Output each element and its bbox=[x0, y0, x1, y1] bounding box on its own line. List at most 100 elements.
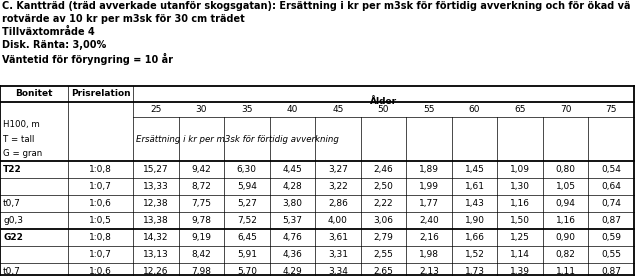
Text: 0,90: 0,90 bbox=[556, 233, 576, 242]
Text: t0,7: t0,7 bbox=[3, 267, 21, 276]
Text: 7,98: 7,98 bbox=[191, 267, 211, 276]
Text: 2,50: 2,50 bbox=[373, 182, 394, 191]
Text: 2,79: 2,79 bbox=[373, 233, 394, 242]
Text: 1:0,7: 1:0,7 bbox=[89, 182, 112, 191]
Text: 8,42: 8,42 bbox=[191, 250, 211, 259]
Text: 2,16: 2,16 bbox=[419, 233, 439, 242]
Text: 35: 35 bbox=[241, 105, 253, 114]
Text: 9,42: 9,42 bbox=[191, 165, 211, 174]
Text: 2,46: 2,46 bbox=[373, 165, 393, 174]
Text: 9,19: 9,19 bbox=[191, 233, 211, 242]
Text: 1,09: 1,09 bbox=[510, 165, 530, 174]
Text: 6,45: 6,45 bbox=[237, 233, 257, 242]
Text: 15,27: 15,27 bbox=[143, 165, 168, 174]
Text: 1,52: 1,52 bbox=[465, 250, 485, 259]
Text: Prisrelation: Prisrelation bbox=[70, 89, 130, 99]
Text: Ålder: Ålder bbox=[370, 97, 397, 106]
Text: 4,36: 4,36 bbox=[283, 250, 302, 259]
Text: 1,05: 1,05 bbox=[556, 182, 576, 191]
Text: 0,80: 0,80 bbox=[556, 165, 576, 174]
Text: 55: 55 bbox=[424, 105, 435, 114]
Text: 30: 30 bbox=[196, 105, 207, 114]
Text: 3,31: 3,31 bbox=[328, 250, 348, 259]
Text: 4,45: 4,45 bbox=[283, 165, 302, 174]
Text: 1,66: 1,66 bbox=[465, 233, 485, 242]
Text: 13,33: 13,33 bbox=[143, 182, 169, 191]
Text: 0,82: 0,82 bbox=[556, 250, 575, 259]
Text: 1,11: 1,11 bbox=[556, 267, 576, 276]
Text: 70: 70 bbox=[560, 105, 572, 114]
Text: 8,72: 8,72 bbox=[191, 182, 211, 191]
Text: 1,89: 1,89 bbox=[419, 165, 439, 174]
Text: Ersättning i kr per m3sk för förtidig avverkning: Ersättning i kr per m3sk för förtidig av… bbox=[136, 134, 339, 144]
Text: G22: G22 bbox=[3, 233, 23, 242]
Text: 1:0,6: 1:0,6 bbox=[89, 267, 112, 276]
Text: 0,87: 0,87 bbox=[601, 216, 621, 225]
Text: C. Kantträd (träd avverkade utanför skogsgatan): Ersättning i kr per m3sk för fö: C. Kantträd (träd avverkade utanför skog… bbox=[2, 1, 631, 11]
Text: 2,65: 2,65 bbox=[373, 267, 394, 276]
Text: 2,86: 2,86 bbox=[328, 199, 348, 208]
Text: 4,29: 4,29 bbox=[283, 267, 302, 276]
Text: 65: 65 bbox=[514, 105, 526, 114]
Text: T = tall: T = tall bbox=[3, 134, 34, 144]
Text: 5,70: 5,70 bbox=[237, 267, 257, 276]
Text: 0,59: 0,59 bbox=[601, 233, 621, 242]
Text: 2,13: 2,13 bbox=[419, 267, 439, 276]
Text: 1:0,8: 1:0,8 bbox=[89, 165, 112, 174]
Text: 3,61: 3,61 bbox=[328, 233, 348, 242]
Text: 1,25: 1,25 bbox=[510, 233, 530, 242]
Text: 12,26: 12,26 bbox=[143, 267, 168, 276]
Text: 1,90: 1,90 bbox=[465, 216, 485, 225]
Text: 6,30: 6,30 bbox=[237, 165, 257, 174]
Text: t0,7: t0,7 bbox=[3, 199, 21, 208]
Text: 1,73: 1,73 bbox=[465, 267, 485, 276]
Text: 2,40: 2,40 bbox=[419, 216, 439, 225]
Text: 1,98: 1,98 bbox=[419, 250, 439, 259]
Text: 4,28: 4,28 bbox=[283, 182, 302, 191]
Text: 2,22: 2,22 bbox=[373, 199, 393, 208]
Text: 5,94: 5,94 bbox=[237, 182, 257, 191]
Text: 3,80: 3,80 bbox=[283, 199, 302, 208]
Text: Väntetid för föryngring = 10 år: Väntetid för föryngring = 10 år bbox=[2, 53, 173, 65]
Text: 0,87: 0,87 bbox=[601, 267, 621, 276]
Text: 4,00: 4,00 bbox=[328, 216, 348, 225]
Text: 4,76: 4,76 bbox=[283, 233, 302, 242]
Text: 1,30: 1,30 bbox=[510, 182, 530, 191]
Text: 1:0,8: 1:0,8 bbox=[89, 233, 112, 242]
Text: 3,22: 3,22 bbox=[328, 182, 348, 191]
Text: 1,50: 1,50 bbox=[510, 216, 530, 225]
Text: 3,27: 3,27 bbox=[328, 165, 348, 174]
Text: 0,64: 0,64 bbox=[601, 182, 621, 191]
Text: 14,32: 14,32 bbox=[143, 233, 168, 242]
Text: 1,39: 1,39 bbox=[510, 267, 530, 276]
Text: Tillväxtområde 4: Tillväxtområde 4 bbox=[2, 27, 95, 37]
Text: 0,54: 0,54 bbox=[601, 165, 621, 174]
Text: 5,37: 5,37 bbox=[283, 216, 302, 225]
Text: 1,43: 1,43 bbox=[465, 199, 485, 208]
Text: 40: 40 bbox=[287, 105, 298, 114]
Text: 0,94: 0,94 bbox=[556, 199, 575, 208]
Text: 0,55: 0,55 bbox=[601, 250, 621, 259]
Text: 1:0,7: 1:0,7 bbox=[89, 250, 112, 259]
Text: 1,45: 1,45 bbox=[465, 165, 485, 174]
Text: 3,06: 3,06 bbox=[373, 216, 394, 225]
Text: 1,61: 1,61 bbox=[465, 182, 485, 191]
Text: 1,99: 1,99 bbox=[419, 182, 439, 191]
Text: 0,74: 0,74 bbox=[601, 199, 621, 208]
Text: g0,3: g0,3 bbox=[3, 216, 23, 225]
Text: rotvärde av 10 kr per m3sk för 30 cm trädet: rotvärde av 10 kr per m3sk för 30 cm trä… bbox=[2, 14, 244, 24]
Text: 13,13: 13,13 bbox=[143, 250, 169, 259]
Text: 25: 25 bbox=[150, 105, 161, 114]
Text: 5,91: 5,91 bbox=[237, 250, 257, 259]
Text: 3,34: 3,34 bbox=[328, 267, 348, 276]
Text: 12,38: 12,38 bbox=[143, 199, 168, 208]
Text: 50: 50 bbox=[378, 105, 389, 114]
Text: T22: T22 bbox=[3, 165, 22, 174]
Text: 7,75: 7,75 bbox=[191, 199, 211, 208]
Text: 2,55: 2,55 bbox=[373, 250, 394, 259]
Text: Disk. Ränta: 3,00%: Disk. Ränta: 3,00% bbox=[2, 40, 106, 50]
Text: 1:0,5: 1:0,5 bbox=[89, 216, 112, 225]
Text: 7,52: 7,52 bbox=[237, 216, 257, 225]
Text: Bonitet: Bonitet bbox=[15, 89, 53, 99]
Text: 1,16: 1,16 bbox=[556, 216, 576, 225]
